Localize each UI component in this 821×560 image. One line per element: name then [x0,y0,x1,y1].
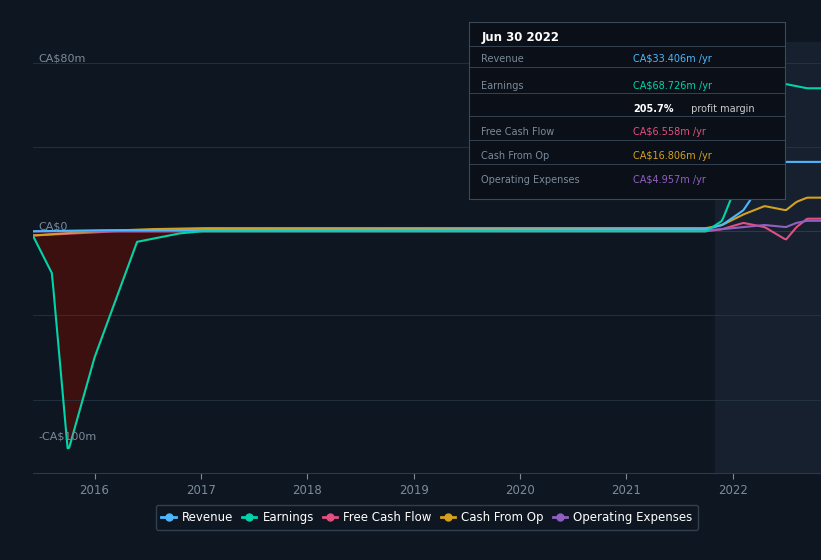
Text: Revenue: Revenue [481,54,524,64]
Text: CA$80m: CA$80m [38,53,85,63]
Text: CA$33.406m /yr: CA$33.406m /yr [633,54,712,64]
Text: -CA$100m: -CA$100m [38,432,96,442]
Text: CA$6.558m /yr: CA$6.558m /yr [633,127,706,137]
Text: Earnings: Earnings [481,82,524,91]
Legend: Revenue, Earnings, Free Cash Flow, Cash From Op, Operating Expenses: Revenue, Earnings, Free Cash Flow, Cash … [155,505,699,530]
Text: CA$4.957m /yr: CA$4.957m /yr [633,175,706,185]
Text: Cash From Op: Cash From Op [481,151,550,161]
Text: CA$0: CA$0 [38,221,67,231]
Text: profit margin: profit margin [689,104,755,114]
Text: Jun 30 2022: Jun 30 2022 [481,31,559,44]
Text: CA$16.806m /yr: CA$16.806m /yr [633,151,712,161]
Text: Free Cash Flow: Free Cash Flow [481,127,555,137]
Bar [714,42,821,473]
Text: Operating Expenses: Operating Expenses [481,175,580,185]
Text: CA$68.726m /yr: CA$68.726m /yr [633,82,712,91]
Text: 205.7%: 205.7% [633,104,674,114]
